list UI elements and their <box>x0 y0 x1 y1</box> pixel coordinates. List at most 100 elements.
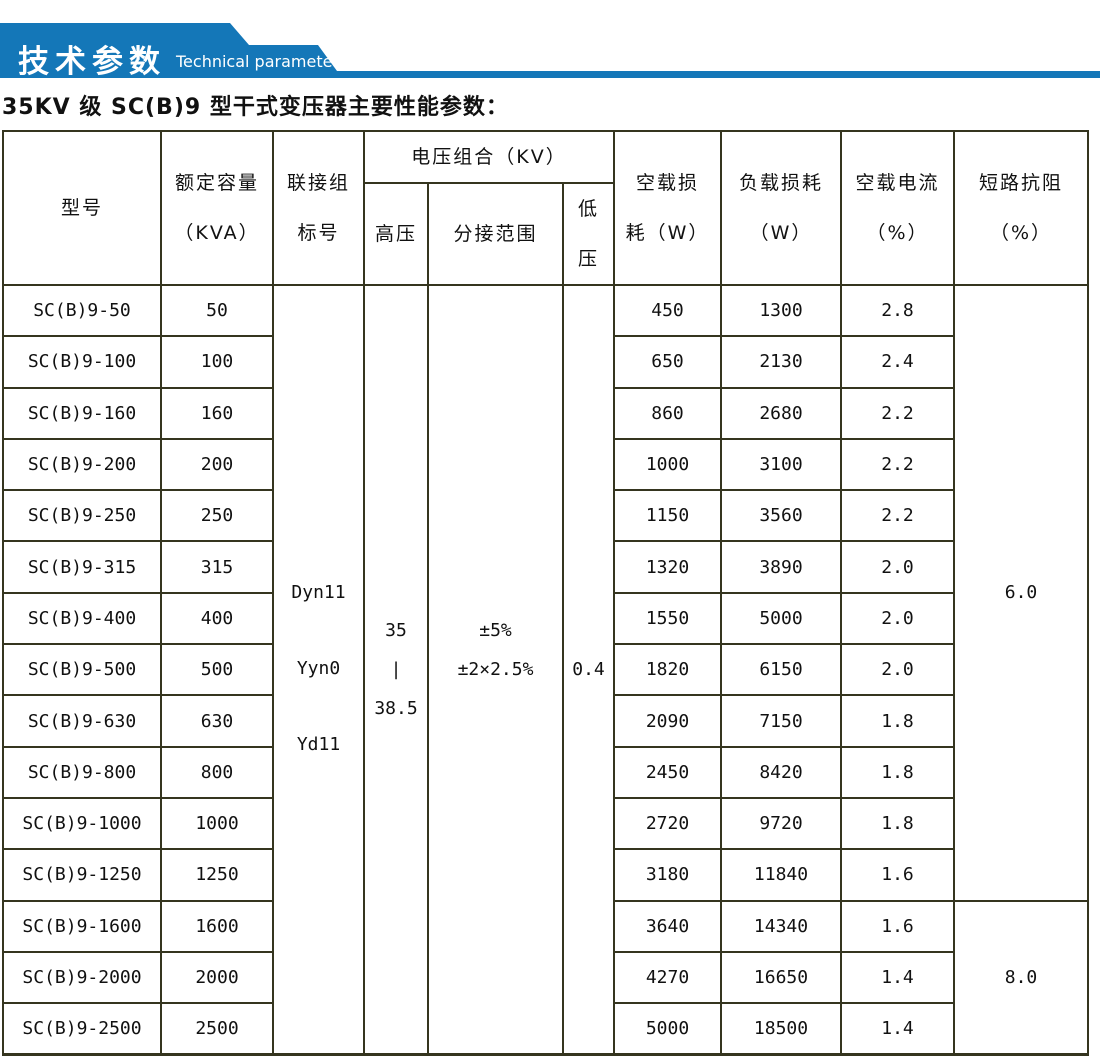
table-row: SC(B)9-2000 2000 4270 16650 1.4 <box>2 950 1088 1005</box>
table-row: SC(B)9-160 160 860 2680 2.2 <box>2 386 1088 440</box>
load-loss-cell: 7150 <box>720 694 843 748</box>
capacity-cell: 315 <box>160 540 274 594</box>
model-cell: SC(B)9-1000 <box>2 796 162 851</box>
col-header-load-loss: 负载损耗 （W） <box>720 130 843 286</box>
no-load-current-cell: 1.4 <box>840 950 956 1005</box>
impedance-cell: 8.0 <box>953 899 1090 1056</box>
spec-table: 型号 额定容量 （KVA） 联接组 标号 电压组合（KV） 空载损 耗（W） 负… <box>2 130 1090 1056</box>
section-banner: 技术参数 Technical parameter <box>0 0 1100 82</box>
no-load-current-cell: 2.0 <box>840 540 956 594</box>
banner-ribbon-shape <box>0 23 1100 78</box>
no-load-loss-cell: 3180 <box>613 848 723 902</box>
load-loss-cell: 1300 <box>720 283 843 338</box>
table-row: SC(B)9-1000 1000 2720 9720 1.8 <box>2 796 1088 851</box>
load-loss-cell: 5000 <box>720 591 843 646</box>
capacity-cell: 250 <box>160 489 274 543</box>
model-cell: SC(B)9-500 <box>2 643 162 697</box>
table-row: SC(B)9-500 500 1820 6150 2.0 <box>2 643 1088 697</box>
hv-cell: 35 | 38.5 <box>363 283 429 1056</box>
table-row: SC(B)9-800 800 2450 8420 1.8 <box>2 745 1088 799</box>
load-loss-cell: 6150 <box>720 643 843 697</box>
model-cell: SC(B)9-160 <box>2 386 162 440</box>
capacity-cell: 1000 <box>160 796 274 851</box>
no-load-current-cell: 2.0 <box>840 591 956 646</box>
model-cell: SC(B)9-1600 <box>2 899 162 953</box>
capacity-cell: 2000 <box>160 950 274 1005</box>
lv-cell: 0.4 <box>561 283 616 1056</box>
no-load-loss-cell: 1550 <box>613 591 723 646</box>
col-header-tap-range: 分接范围 <box>427 182 564 286</box>
no-load-current-cell: 2.8 <box>840 283 956 338</box>
model-cell: SC(B)9-1250 <box>2 848 162 902</box>
col-header-lv: 低 压 <box>561 182 616 286</box>
no-load-loss-cell: 3640 <box>613 899 723 953</box>
table-row: SC(B)9-630 630 2090 7150 1.8 <box>2 694 1088 748</box>
model-cell: SC(B)9-100 <box>2 335 162 389</box>
no-load-loss-cell: 2450 <box>613 745 723 799</box>
no-load-current-cell: 2.0 <box>840 643 956 697</box>
tap-range-cell: ±5% ±2×2.5% <box>427 283 564 1056</box>
header-row-1: 型号 额定容量 （KVA） 联接组 标号 电压组合（KV） 空载损 耗（W） 负… <box>2 130 1090 286</box>
load-loss-cell: 3890 <box>720 540 843 594</box>
model-cell: SC(B)9-400 <box>2 591 162 646</box>
page-title: 35KV 级 SC(B)9 型干式变压器主要性能参数： <box>2 95 509 120</box>
no-load-current-cell: 1.4 <box>840 1002 956 1056</box>
no-load-current-cell: 2.2 <box>840 386 956 440</box>
load-loss-cell: 18500 <box>720 1002 843 1056</box>
table-row: SC(B)9-400 400 1550 5000 2.0 <box>2 591 1088 646</box>
capacity-cell: 160 <box>160 386 274 440</box>
no-load-loss-cell: 860 <box>613 386 723 440</box>
model-cell: SC(B)9-2000 <box>2 950 162 1005</box>
capacity-cell: 50 <box>160 283 274 338</box>
model-cell: SC(B)9-250 <box>2 489 162 543</box>
col-header-connection: 联接组 标号 <box>272 130 365 286</box>
model-cell: SC(B)9-200 <box>2 437 162 492</box>
no-load-loss-cell: 1820 <box>613 643 723 697</box>
no-load-current-cell: 2.2 <box>840 437 956 492</box>
header-row-2: 高压 分接范围 低 压 <box>3 182 1088 286</box>
no-load-loss-cell: 4270 <box>613 950 723 1005</box>
load-loss-cell: 11840 <box>720 848 843 902</box>
col-header-voltage-group: 电压组合（KV） <box>362 130 616 184</box>
col-header-no-load-loss: 空载损 耗（W） <box>613 130 723 286</box>
table-row: SC(B)9-250 250 1150 3560 2.2 <box>2 489 1088 543</box>
model-cell: SC(B)9-630 <box>2 694 162 748</box>
table-row: SC(B)9-200 200 1000 3100 2.2 <box>2 437 1088 492</box>
load-loss-cell: 2130 <box>720 335 843 389</box>
no-load-current-cell: 1.6 <box>840 848 956 902</box>
model-cell: SC(B)9-50 <box>2 283 162 338</box>
no-load-loss-cell: 2720 <box>613 796 723 851</box>
capacity-cell: 1250 <box>160 848 274 902</box>
load-loss-cell: 2680 <box>720 386 843 440</box>
model-cell: SC(B)9-315 <box>2 540 162 594</box>
capacity-cell: 500 <box>160 643 274 697</box>
banner-title-cn: 技术参数 <box>18 44 166 80</box>
no-load-loss-cell: 1000 <box>613 437 723 492</box>
no-load-loss-cell: 1320 <box>613 540 723 594</box>
col-header-model: 型号 <box>2 130 162 286</box>
table-row: SC(B)9-315 315 1320 3890 2.0 <box>2 540 1088 594</box>
no-load-current-cell: 1.8 <box>840 796 956 851</box>
table-row: SC(B)9-2500 2500 5000 18500 1.4 <box>2 1002 1088 1056</box>
load-loss-cell: 9720 <box>720 796 843 851</box>
load-loss-cell: 3100 <box>720 437 843 492</box>
model-cell: SC(B)9-800 <box>2 745 162 799</box>
no-load-loss-cell: 5000 <box>613 1002 723 1056</box>
col-header-impedance: 短路抗阻 （%） <box>953 130 1090 286</box>
impedance-cell: 6.0 <box>953 284 1090 902</box>
no-load-loss-cell: 1150 <box>613 489 723 543</box>
capacity-cell: 100 <box>160 335 274 389</box>
load-loss-cell: 8420 <box>720 745 843 799</box>
no-load-loss-cell: 650 <box>613 335 723 389</box>
no-load-current-cell: 1.6 <box>840 899 956 953</box>
table-row: SC(B)9-50 50 Dyn11 Yyn0 Yd11 35 | 38.5 ±5% ±… <box>2 283 1090 1056</box>
banner-title-en: Technical parameter <box>176 52 340 71</box>
capacity-cell: 800 <box>160 745 274 799</box>
col-header-no-load-current: 空载电流 （%） <box>840 130 956 286</box>
table-row: SC(B)9-1600 1600 3640 14340 1.6 8.0 <box>2 899 1090 1056</box>
table-row: SC(B)9-1250 1250 3180 11840 1.6 <box>2 848 1088 902</box>
load-loss-cell: 14340 <box>720 899 843 953</box>
model-cell: SC(B)9-2500 <box>2 1002 162 1056</box>
no-load-current-cell: 1.8 <box>840 745 956 799</box>
no-load-loss-cell: 2090 <box>613 694 723 748</box>
